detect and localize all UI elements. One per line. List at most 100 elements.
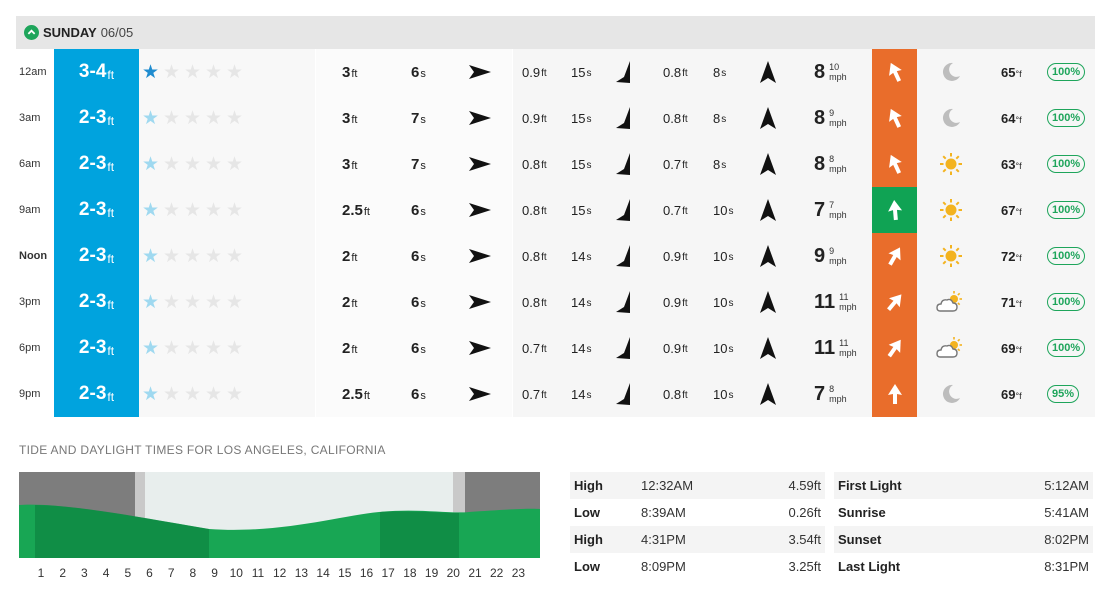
tide-hour-label: 22 xyxy=(490,566,504,580)
secondary-swell-period: 15 s xyxy=(571,49,591,95)
tide-hour-label: 12 xyxy=(273,566,287,580)
probability-badge: 95% xyxy=(1047,385,1080,403)
daylight-row: First Light 5:12AM xyxy=(834,472,1093,499)
secondary-swell-height-unit: ft xyxy=(541,390,547,401)
star-icon: ★ xyxy=(184,337,202,359)
primary-swell-period-value: 6 xyxy=(411,339,420,357)
star-icon: ★ xyxy=(142,383,160,405)
tide-dark-band-2 xyxy=(380,511,459,558)
primary-swell-period-unit: s xyxy=(420,390,426,402)
star-icon: ★ xyxy=(226,199,244,221)
secondary-swell-period-unit: s xyxy=(586,390,592,401)
wind-direction-icon xyxy=(872,95,917,141)
probability-badge: 100% xyxy=(1047,293,1086,311)
secondary-swell-period: 14 s xyxy=(571,233,591,279)
surf-rating: ★ ★ ★ ★ ★ xyxy=(142,141,247,187)
wind-unit: mph xyxy=(839,348,857,358)
tertiary-swell-height-value: 0.8 xyxy=(663,64,682,80)
tide-hour-label: 15 xyxy=(338,566,352,580)
primary-swell-direction-icon xyxy=(468,325,492,371)
star-icon: ★ xyxy=(163,153,181,175)
star-icon: ★ xyxy=(226,61,244,83)
surf-rating: ★ ★ ★ ★ ★ xyxy=(142,279,247,325)
secondary-swell-direction-icon xyxy=(614,279,632,325)
tertiary-swell-direction-icon xyxy=(759,49,777,95)
forecast-table: 12am 3-4 ft ★ ★ ★ ★ ★ 3 ft 6 s 0.9 ft 15 s 0.8 ft 8 s 8 10 mph… xyxy=(16,49,1095,417)
primary-swell-period-value: 6 xyxy=(411,63,420,81)
primary-swell-height-unit: ft xyxy=(351,344,358,356)
collapse-icon[interactable] xyxy=(24,25,39,40)
star-icon: ★ xyxy=(184,291,202,313)
primary-swell-height-value: 2.5 xyxy=(342,201,363,219)
surf-height: 2-3 ft xyxy=(54,95,139,141)
tide-time: 8:39AM xyxy=(641,505,686,520)
tertiary-swell-period-value: 8 xyxy=(713,110,721,126)
tertiary-swell-height-value: 0.8 xyxy=(663,386,682,402)
star-icon: ★ xyxy=(142,107,160,129)
temperature: 63 °f xyxy=(1001,141,1022,187)
secondary-swell-height: 0.9 ft xyxy=(522,49,547,95)
probability-badge: 100% xyxy=(1047,155,1086,173)
day-date: 06/05 xyxy=(100,25,134,40)
tide-hour-label: 9 xyxy=(211,566,218,580)
tertiary-swell-height-value: 0.9 xyxy=(663,340,682,356)
primary-swell-height-unit: ft xyxy=(351,252,358,264)
secondary-swell-period-value: 14 xyxy=(571,294,586,310)
primary-swell-height-value: 2 xyxy=(342,247,351,265)
primary-swell-height: 2 ft xyxy=(342,233,357,279)
secondary-swell-height-value: 0.8 xyxy=(522,294,541,310)
star-icon: ★ xyxy=(226,291,244,313)
daylight-label: Sunset xyxy=(838,532,882,547)
row-time: 12am xyxy=(19,66,47,78)
star-icon: ★ xyxy=(184,153,202,175)
tertiary-swell-height: 0.8 ft xyxy=(663,95,688,141)
tide-hour-axis: 1 2 3 4 5 6 7 8 9 10 11 12 13 14 15 16 17 18 19 20 21 22 23 xyxy=(19,566,540,582)
surf-height-value: 2-3 xyxy=(78,337,107,358)
surf-height: 2-3 ft xyxy=(54,371,139,417)
probability: 100% xyxy=(1047,49,1086,95)
tertiary-swell-period-unit: s xyxy=(721,68,727,79)
secondary-swell-period-value: 15 xyxy=(571,64,586,80)
secondary-swell-direction-icon xyxy=(614,371,632,417)
primary-swell-direction-icon xyxy=(468,233,492,279)
temperature: 65 °f xyxy=(1001,49,1022,95)
row-time: 6pm xyxy=(19,342,41,354)
twilight-shade-morning xyxy=(135,472,145,558)
wind-gust: 8 mph xyxy=(829,384,847,404)
row-bg-left xyxy=(139,95,315,141)
surf-height: 3-4 ft xyxy=(54,49,139,95)
probability: 100% xyxy=(1047,279,1086,325)
tide-hour-label: 21 xyxy=(468,566,482,580)
day-header[interactable]: SUNDAY 06/05 xyxy=(16,16,1095,49)
surf-rating: ★ ★ ★ ★ ★ xyxy=(142,371,247,417)
sun-icon xyxy=(936,141,966,187)
wind-unit: mph xyxy=(829,164,847,174)
surf-rating: ★ ★ ★ ★ ★ xyxy=(142,325,247,371)
tide-hour-label: 11 xyxy=(251,566,265,580)
tertiary-swell-period-unit: s xyxy=(728,390,734,401)
surf-height: 2-3 ft xyxy=(54,187,139,233)
wind-gust: 11 mph xyxy=(839,292,857,312)
tide-type: High xyxy=(574,532,603,547)
temperature-value: 63 xyxy=(1001,156,1016,172)
wind-gust-value: 11 xyxy=(839,292,849,302)
primary-swell-height-value: 3 xyxy=(342,109,351,127)
secondary-swell-period-unit: s xyxy=(586,68,592,79)
star-icon: ★ xyxy=(142,337,160,359)
tertiary-swell-height: 0.7 ft xyxy=(663,187,688,233)
primary-swell-period-unit: s xyxy=(420,160,426,172)
secondary-swell-height-value: 0.8 xyxy=(522,202,541,218)
star-icon: ★ xyxy=(142,199,160,221)
tertiary-swell-period-unit: s xyxy=(721,114,727,125)
secondary-swell-height-value: 0.8 xyxy=(522,248,541,264)
tide-time: 8:09PM xyxy=(641,559,686,574)
row-bg-right xyxy=(513,371,1095,417)
tide-chart xyxy=(19,472,540,558)
forecast-row: 9pm 2-3 ft ★ ★ ★ ★ ★ 2.5 ft 6 s 0.7 ft 14 s 0.8 ft 10 s 7 8 mp… xyxy=(16,371,1095,417)
probability: 100% xyxy=(1047,187,1086,233)
secondary-swell-height-unit: ft xyxy=(541,298,547,309)
primary-swell-height-unit: ft xyxy=(351,160,358,172)
wind-unit: mph xyxy=(829,210,847,220)
primary-swell-period-value: 7 xyxy=(411,155,420,173)
